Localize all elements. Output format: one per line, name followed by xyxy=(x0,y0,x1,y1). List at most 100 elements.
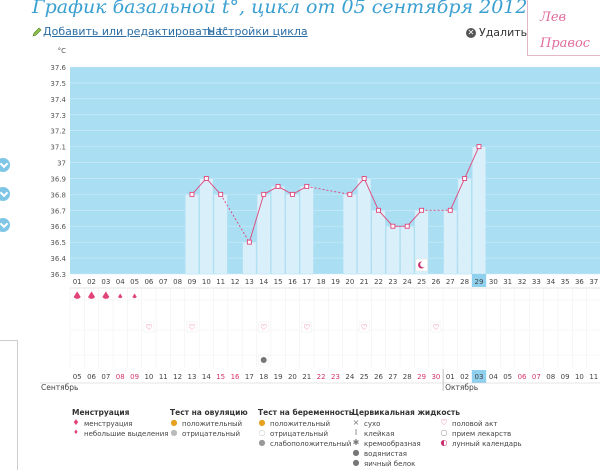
x-day-label: 37 xyxy=(589,278,598,286)
x-day-label: 27 xyxy=(446,278,455,286)
date-label: 10 xyxy=(144,373,153,381)
x-day-label: 21 xyxy=(360,278,369,286)
x-day-label: 28 xyxy=(460,278,469,286)
x-day-label: 33 xyxy=(532,278,541,286)
date-label: 30 xyxy=(431,373,440,381)
x-day-label: 18 xyxy=(317,278,326,286)
temp-point xyxy=(462,176,468,181)
month-label-start: Сентябрь xyxy=(41,383,78,392)
y-tick-label: 37.6 xyxy=(50,64,66,72)
temp-point xyxy=(261,191,267,197)
date-label: 23 xyxy=(331,373,340,381)
temp-point xyxy=(419,207,425,213)
x-day-label: 35 xyxy=(561,278,570,286)
y-tick-label: 36.7 xyxy=(50,207,66,215)
date-label: 04 xyxy=(489,373,498,381)
cycle-settings-link[interactable]: Настройки цикла xyxy=(207,25,308,38)
x-day-label: 25 xyxy=(417,278,426,286)
legend-title-ovulation: Тест на овуляцию xyxy=(170,408,248,417)
delete-link[interactable]: Удалить xyxy=(479,26,528,39)
circle-icon: ● xyxy=(258,438,266,447)
date-label: 07 xyxy=(101,373,110,381)
legend-item: клейкая xyxy=(364,430,395,438)
x-day-label: 19 xyxy=(331,278,340,286)
legend-item: отрицательный xyxy=(182,430,241,438)
temp-line xyxy=(191,178,207,195)
temp-line-dashed xyxy=(220,194,250,243)
right-panel-line-1: Лев xyxy=(540,10,567,25)
legend-title-menstruation: Менструация xyxy=(72,408,130,417)
temp-point xyxy=(476,144,482,150)
bbt-chart: 37.6 37.5 37.4 37.3 37.2 37.1 37 36.9 36.8 36.7 36… xyxy=(40,47,600,392)
date-label: 13 xyxy=(188,373,197,381)
date-label: 05 xyxy=(73,373,82,381)
edit-temperature-link[interactable]: Добавить или редактировать t° xyxy=(43,25,229,38)
y-tick-label: 37.2 xyxy=(50,128,66,136)
temp-bar xyxy=(342,194,357,275)
month-label-next: Октябрь xyxy=(445,383,478,392)
date-label: 29 xyxy=(417,373,426,381)
x-day-label: 08 xyxy=(173,278,182,286)
x-day-label: 23 xyxy=(388,278,397,286)
temp-line xyxy=(378,210,394,227)
circle-icon: ● xyxy=(258,418,266,427)
y-tick-label: 37 xyxy=(57,160,66,168)
temp-bar xyxy=(457,178,472,275)
temp-bar xyxy=(199,178,214,275)
moon-icon: ◐ xyxy=(440,438,448,447)
heart-marker-bg xyxy=(301,321,313,333)
date-label: 22 xyxy=(317,373,326,381)
temp-bar xyxy=(285,194,300,275)
legend-item: водянистая xyxy=(364,450,408,458)
y-tick-label: 36.3 xyxy=(50,271,66,279)
x-day-label: 03 xyxy=(101,278,110,286)
heart-icon: ♡ xyxy=(303,323,310,332)
pill-icon xyxy=(260,357,267,363)
y-tick-label: 36.8 xyxy=(50,191,66,199)
temp-bar xyxy=(385,225,400,275)
date-label: 10 xyxy=(575,373,584,381)
date-label: 08 xyxy=(546,373,555,381)
date-label: 11 xyxy=(589,373,598,381)
date-label: 06 xyxy=(518,373,527,381)
drop-icon: ♦ xyxy=(72,418,80,427)
y-tick-label: 37.3 xyxy=(50,112,66,120)
date-label: 28 xyxy=(403,373,412,381)
legend-item: отрицательный xyxy=(270,430,329,438)
date-label: 27 xyxy=(388,373,397,381)
nav-arrow-1[interactable] xyxy=(0,158,12,172)
nav-arrow-2[interactable] xyxy=(0,187,12,201)
y-unit-label: °C xyxy=(58,47,67,55)
date-label: 15 xyxy=(216,373,225,381)
temp-point xyxy=(289,191,295,197)
nav-arrow-3[interactable] xyxy=(0,218,12,232)
temp-line xyxy=(406,210,422,227)
x-day-label: 34 xyxy=(546,278,555,286)
y-tick-label: 36.5 xyxy=(50,239,66,247)
delete-icon[interactable]: ✕ xyxy=(466,28,476,38)
x-day-label: 26 xyxy=(431,278,440,286)
chevron-down-icon xyxy=(0,218,10,232)
heart-icon: ♡ xyxy=(188,323,195,332)
x-day-label: 15 xyxy=(274,278,283,286)
legend-title-pregnancy: Тест на беременность xyxy=(258,408,354,417)
x-day-label: 07 xyxy=(159,278,168,286)
date-label: 12 xyxy=(173,373,182,381)
small-drop-icon: ♦ xyxy=(73,429,79,436)
cream-icon: ✱ xyxy=(352,438,360,447)
small-drop-icon xyxy=(132,293,137,299)
heart-marker-bg xyxy=(186,321,198,333)
temp-line xyxy=(349,178,365,195)
date-label: 02 xyxy=(460,373,469,381)
temp-point xyxy=(390,223,396,229)
x-day-label: 22 xyxy=(374,278,383,286)
today-highlight xyxy=(471,370,487,383)
temp-bar xyxy=(256,194,271,275)
date-label: 03 xyxy=(475,373,484,381)
temp-point xyxy=(218,191,224,197)
temp-point xyxy=(275,183,281,189)
temp-bar xyxy=(357,178,372,275)
legend-item: половой акт xyxy=(452,420,498,428)
y-tick-label: 37.1 xyxy=(50,144,66,152)
